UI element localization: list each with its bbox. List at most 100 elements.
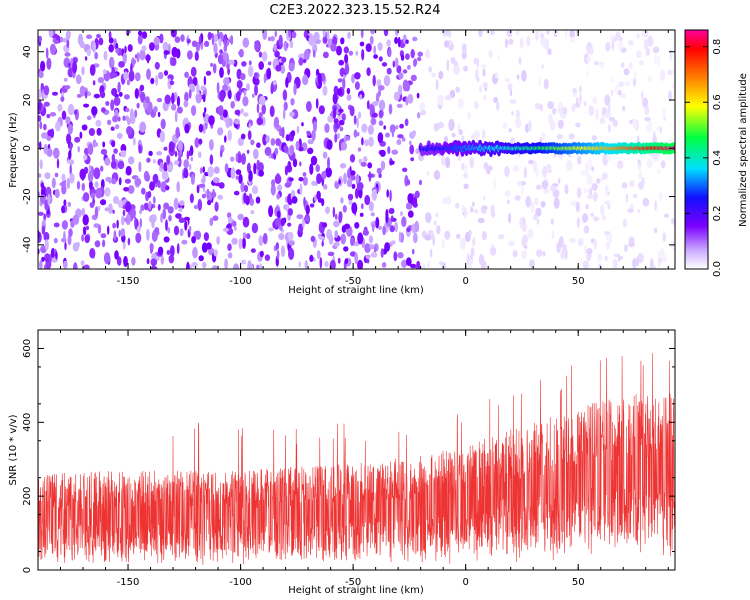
y-tick-label: -20 bbox=[22, 188, 33, 204]
heatmap-cell bbox=[299, 183, 303, 196]
heatmap-cell bbox=[368, 201, 374, 212]
heatmap-cell bbox=[63, 230, 66, 242]
heatmap-cell bbox=[340, 37, 345, 45]
heatmap-cell bbox=[378, 89, 381, 97]
heatmap-cell bbox=[207, 199, 212, 206]
heatmap-cell bbox=[171, 57, 177, 67]
heatmap-cell bbox=[100, 165, 104, 172]
heatmap-cell bbox=[576, 187, 582, 199]
heatmap-cell bbox=[63, 77, 68, 82]
heatmap-cell bbox=[461, 50, 467, 60]
heatmap-cell bbox=[207, 166, 214, 178]
heatmap-cell bbox=[521, 250, 527, 259]
heatmap-cell bbox=[596, 178, 600, 184]
heatmap-cell bbox=[281, 126, 285, 139]
heatmap-cell bbox=[102, 239, 106, 248]
heatmap-cell bbox=[515, 30, 520, 36]
heatmap-cell bbox=[416, 92, 420, 99]
heatmap-cell bbox=[407, 210, 414, 218]
heatmap-cell bbox=[157, 204, 161, 211]
heatmap-cell bbox=[280, 217, 286, 227]
heatmap-cell bbox=[338, 211, 343, 224]
heatmap-cell bbox=[202, 90, 206, 96]
heatmap-cell bbox=[117, 81, 121, 93]
heatmap-cell bbox=[473, 130, 480, 141]
heatmap-cell bbox=[240, 181, 245, 193]
heatmap-cell bbox=[274, 217, 282, 227]
heatmap-cell bbox=[358, 158, 363, 164]
y-tick-label: 0 bbox=[22, 567, 33, 573]
heatmap-cell bbox=[535, 165, 539, 178]
heatmap-cell bbox=[38, 173, 42, 178]
heatmap-cell bbox=[390, 215, 394, 223]
heatmap-cell bbox=[84, 90, 88, 99]
heatmap-cell bbox=[227, 89, 232, 100]
heatmap-cell bbox=[372, 100, 379, 107]
heatmap-cell bbox=[217, 105, 224, 117]
heatmap-cell bbox=[180, 34, 185, 42]
heatmap-cell bbox=[502, 122, 508, 129]
heatmap-cell bbox=[131, 208, 136, 219]
heatmap-cell bbox=[51, 177, 56, 189]
heatmap-cell bbox=[509, 89, 513, 97]
heatmap-cell bbox=[242, 237, 246, 250]
heatmap-cell bbox=[258, 95, 266, 106]
heatmap-cell bbox=[357, 232, 364, 245]
heatmap-cell bbox=[586, 248, 593, 255]
colorbar-ticks: 0.0 0.2 0.4 0.6 0.8 bbox=[685, 39, 723, 277]
heatmap-cell bbox=[378, 225, 382, 230]
heatmap-cell bbox=[405, 202, 413, 210]
heatmap-cell bbox=[267, 61, 272, 66]
heatmap-cell bbox=[115, 48, 120, 54]
heatmap-cell bbox=[139, 49, 146, 61]
heatmap-cell bbox=[124, 178, 131, 184]
heatmap-cell bbox=[100, 199, 107, 206]
heatmap-cell bbox=[457, 98, 465, 109]
heatmap-cell bbox=[203, 232, 209, 242]
heatmap-cell bbox=[482, 230, 487, 241]
heatmap-cell bbox=[93, 93, 101, 99]
heatmap-cell bbox=[136, 52, 140, 63]
colorbar-tick-label: 0.8 bbox=[712, 39, 723, 55]
heatmap-cell bbox=[610, 77, 614, 84]
heatmap-cell bbox=[113, 148, 118, 154]
heatmap-cell bbox=[206, 188, 210, 199]
heatmap-cell bbox=[103, 252, 111, 265]
heatmap-cell bbox=[400, 54, 405, 61]
heatmap-cell bbox=[276, 193, 280, 200]
heatmap-cell bbox=[287, 160, 292, 171]
heatmap-cell bbox=[198, 255, 204, 262]
heatmap-cell bbox=[43, 231, 50, 242]
heatmap-cell bbox=[261, 51, 268, 62]
heatmap-cell bbox=[361, 48, 365, 61]
heatmap-cell bbox=[387, 47, 392, 58]
heatmap-cell bbox=[316, 173, 322, 185]
heatmap-cell bbox=[343, 46, 349, 54]
heatmap-cell bbox=[540, 36, 547, 47]
heatmap-cell bbox=[394, 221, 398, 233]
heatmap-cell bbox=[570, 200, 577, 206]
heatmap-cell bbox=[366, 67, 371, 77]
heatmap-cell bbox=[337, 132, 340, 140]
heatmap-cell bbox=[68, 150, 72, 160]
heatmap-cell bbox=[333, 220, 340, 228]
x-tick-label: -100 bbox=[229, 276, 252, 287]
heatmap-cell bbox=[111, 88, 118, 96]
heatmap-cell bbox=[268, 205, 274, 218]
heatmap-cell bbox=[89, 202, 95, 208]
spectrogram-frame bbox=[37, 29, 676, 270]
heatmap-cell bbox=[659, 192, 663, 201]
heatmap-cell bbox=[383, 75, 391, 87]
heatmap-cell bbox=[87, 143, 94, 156]
x-tick-label: 0 bbox=[462, 276, 468, 287]
heatmap-cell bbox=[312, 257, 316, 262]
colorbar-tick-label: 0.0 bbox=[712, 261, 723, 277]
heatmap-cell bbox=[383, 125, 387, 130]
heatmap-cell bbox=[601, 106, 607, 115]
heatmap-cell bbox=[377, 132, 384, 144]
heatmap-cell bbox=[641, 30, 649, 38]
heatmap-cell bbox=[282, 108, 286, 120]
heatmap-cell bbox=[62, 260, 68, 269]
heatmap-cell bbox=[340, 233, 347, 245]
heatmap-cell bbox=[108, 37, 114, 44]
